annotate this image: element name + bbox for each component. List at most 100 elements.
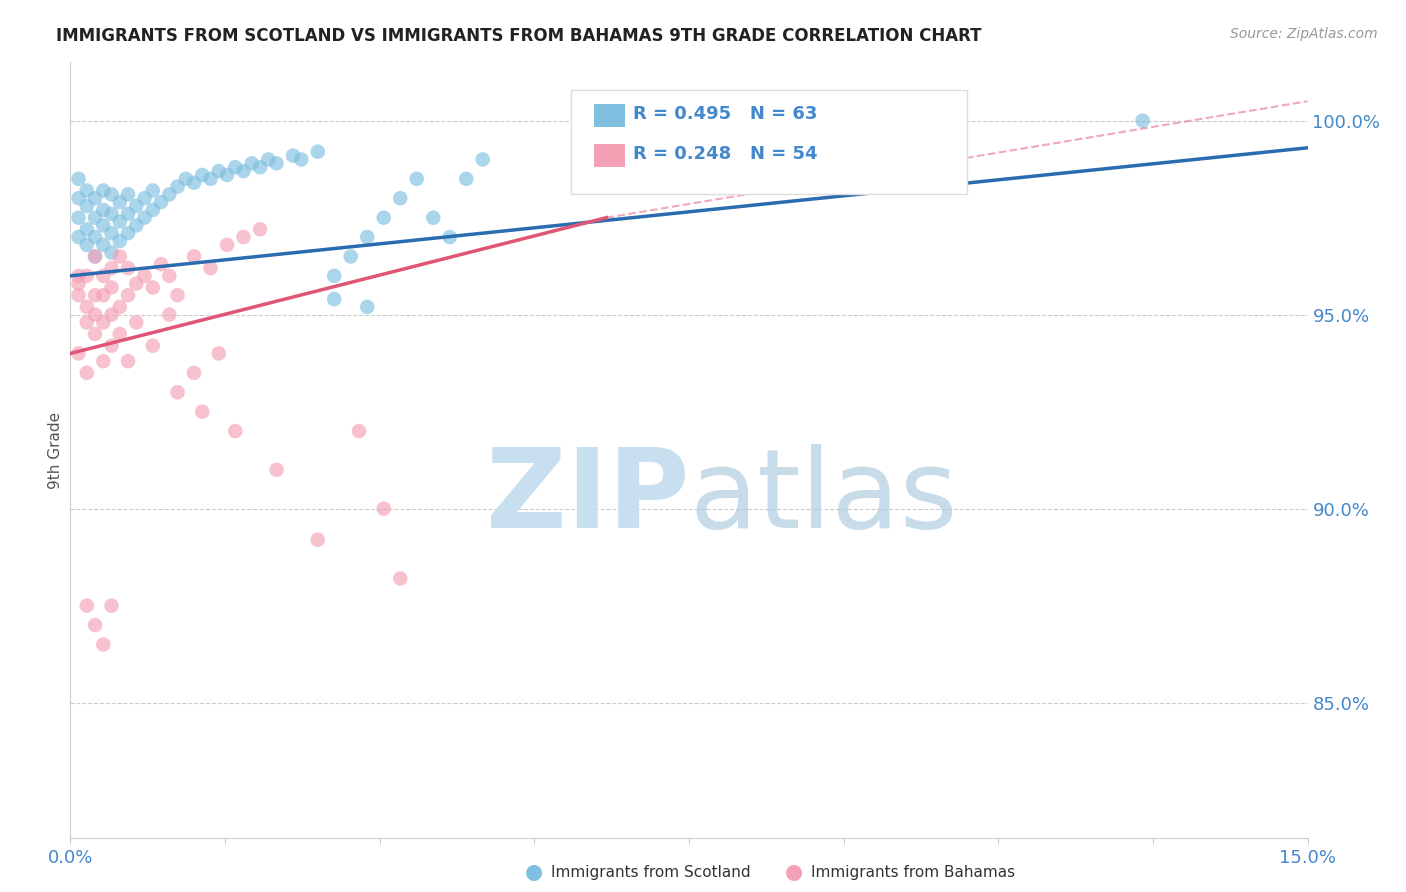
Text: ZIP: ZIP	[485, 443, 689, 550]
Point	[67, 268, 90, 283]
Point	[456, 171, 478, 186]
Point	[232, 164, 254, 178]
Point	[100, 599, 122, 613]
Point	[215, 168, 238, 182]
Text: ●: ●	[526, 863, 543, 882]
Point	[422, 211, 444, 225]
Point	[389, 572, 412, 586]
Point	[183, 176, 205, 190]
Point	[157, 268, 180, 283]
Point	[76, 315, 98, 329]
Point	[100, 207, 122, 221]
Point	[339, 249, 361, 263]
Point	[117, 261, 139, 276]
Point	[356, 230, 378, 244]
Point	[281, 148, 304, 162]
Point	[142, 202, 165, 217]
Point	[266, 156, 288, 170]
Point	[166, 385, 188, 400]
Point	[76, 184, 98, 198]
Point	[117, 226, 139, 240]
FancyBboxPatch shape	[571, 89, 967, 194]
Point	[405, 171, 427, 186]
Point	[208, 346, 231, 360]
Point	[108, 195, 131, 210]
Point	[91, 315, 114, 329]
Point	[134, 191, 156, 205]
Point	[100, 280, 122, 294]
Point	[323, 292, 346, 306]
Point	[356, 300, 378, 314]
Text: Source: ZipAtlas.com: Source: ZipAtlas.com	[1230, 27, 1378, 41]
Point	[91, 237, 114, 252]
Point	[439, 230, 461, 244]
Point	[166, 179, 188, 194]
Bar	[593, 144, 624, 167]
Point	[76, 268, 98, 283]
Text: R = 0.495   N = 63: R = 0.495 N = 63	[633, 105, 818, 123]
Point	[134, 268, 156, 283]
Point	[76, 222, 98, 236]
Point	[108, 234, 131, 248]
Point	[84, 308, 107, 322]
Point	[323, 268, 346, 283]
Point	[100, 226, 122, 240]
Point	[471, 153, 494, 167]
Point	[84, 211, 107, 225]
Point	[125, 219, 148, 233]
Point	[183, 249, 205, 263]
Point	[91, 288, 114, 302]
Point	[67, 230, 90, 244]
Point	[100, 308, 122, 322]
Point	[142, 280, 165, 294]
Point	[150, 257, 173, 271]
Point	[91, 637, 114, 651]
Point	[108, 300, 131, 314]
Point	[67, 211, 90, 225]
Point	[108, 214, 131, 228]
Point	[76, 300, 98, 314]
Point	[208, 164, 231, 178]
Point	[174, 171, 197, 186]
Point	[125, 315, 148, 329]
Point	[76, 599, 98, 613]
Point	[100, 187, 122, 202]
Point	[108, 249, 131, 263]
Point	[117, 288, 139, 302]
Point	[91, 354, 114, 368]
Point	[373, 501, 395, 516]
Point	[125, 277, 148, 291]
Text: Immigrants from Bahamas: Immigrants from Bahamas	[811, 865, 1015, 880]
Point	[108, 326, 131, 341]
Point	[125, 199, 148, 213]
Point	[91, 184, 114, 198]
Point	[157, 308, 180, 322]
Point	[290, 153, 312, 167]
Point	[84, 326, 107, 341]
Point	[389, 191, 412, 205]
Point	[249, 222, 271, 236]
Point	[76, 237, 98, 252]
Point	[100, 339, 122, 353]
Point	[232, 230, 254, 244]
Point	[1132, 113, 1154, 128]
Point	[91, 219, 114, 233]
Point	[67, 346, 90, 360]
Point	[142, 184, 165, 198]
Point	[76, 366, 98, 380]
Point	[84, 249, 107, 263]
Point	[166, 288, 188, 302]
Point	[249, 160, 271, 174]
Point	[191, 168, 214, 182]
Text: Immigrants from Scotland: Immigrants from Scotland	[551, 865, 751, 880]
Point	[84, 249, 107, 263]
Point	[67, 288, 90, 302]
Point	[307, 533, 329, 547]
Point	[307, 145, 329, 159]
Point	[100, 245, 122, 260]
Text: atlas: atlas	[689, 443, 957, 550]
Point	[134, 211, 156, 225]
Text: ●: ●	[786, 863, 803, 882]
Point	[67, 171, 90, 186]
Point	[200, 171, 222, 186]
